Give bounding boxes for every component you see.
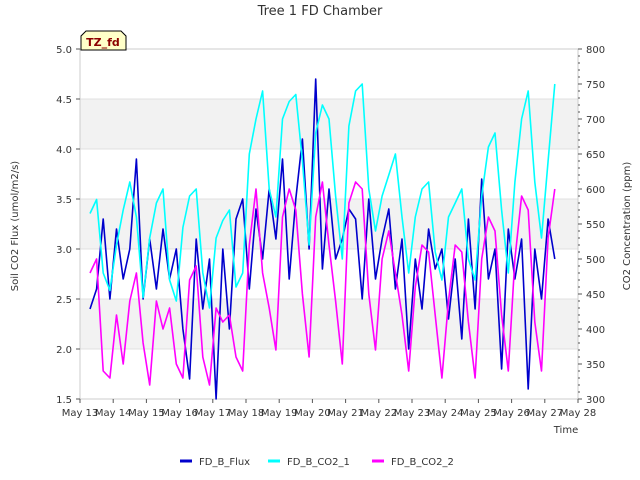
- y-left-tick-label: 2.0: [56, 345, 72, 356]
- y-left-tick-label: 3.5: [56, 195, 72, 206]
- y-left-tick-label: 5.0: [56, 45, 72, 56]
- chart-title: Tree 1 FD Chamber: [257, 4, 383, 19]
- y-axis-left-title: Soil CO2 Flux (umol/m2/s): [10, 161, 21, 291]
- tz-badge: TZ_fd: [80, 30, 127, 51]
- background-band: [80, 299, 578, 349]
- y-right-tick-label: 700: [586, 115, 605, 126]
- y-left-tick-label: 4.5: [56, 95, 72, 106]
- y-left-tick-label: 4.0: [56, 145, 72, 156]
- y-axis-right-title: CO2 Concentration (ppm): [622, 162, 633, 291]
- legend-label: FD_B_CO2_2: [391, 457, 454, 468]
- y-right-tick-label: 600: [586, 185, 605, 196]
- y-right-tick-label: 500: [586, 255, 605, 266]
- y-right-tick-label: 650: [586, 150, 605, 161]
- legend-item-fd-b-flux: FD_B_Flux: [180, 457, 250, 468]
- x-tick-label: May 16: [161, 408, 198, 419]
- y-left-tick-label: 1.5: [56, 395, 72, 406]
- y-right-tick-label: 750: [586, 80, 605, 91]
- series-line-fd-b-flux: [89, 78, 556, 400]
- x-tick-label: May 17: [195, 408, 232, 419]
- legend-item-fd-b-co2-2: FD_B_CO2_2: [372, 457, 454, 468]
- x-tick-label: May 21: [327, 408, 364, 419]
- x-tick-label: May 23: [394, 408, 431, 419]
- x-tick-label: May 24: [427, 408, 464, 419]
- x-tick-label: May 14: [95, 408, 132, 419]
- y-right-tick-label: 450: [586, 290, 605, 301]
- legend-label: FD_B_CO2_1: [287, 457, 350, 468]
- series-line-fd-b-co2-1: [89, 83, 556, 309]
- x-tick-label: May 28: [560, 408, 597, 419]
- x-tick-label: May 15: [128, 408, 165, 419]
- x-tick-label: May 13: [62, 408, 99, 419]
- y-right-tick-label: 400: [586, 325, 605, 336]
- y-axis-right: 300 350 400 450 500 550 600 650 700 750 800: [578, 45, 605, 406]
- x-tick-label: May 22: [361, 408, 398, 419]
- x-axis-title: Time: [553, 425, 578, 436]
- y-left-tick-label: 3.0: [56, 245, 72, 256]
- y-right-tick-label: 800: [586, 45, 605, 56]
- legend-item-fd-b-co2-1: FD_B_CO2_1: [268, 457, 350, 468]
- series-lines: [89, 78, 556, 400]
- series-line-fd-b-co2-2: [89, 181, 556, 386]
- x-tick-label: May 18: [228, 408, 265, 419]
- legend: FD_B_Flux FD_B_CO2_1 FD_B_CO2_2: [180, 457, 454, 468]
- y-left-tick-label: 2.5: [56, 295, 72, 306]
- x-tick-label: May 27: [527, 408, 564, 419]
- tz-badge-label: TZ_fd: [86, 36, 120, 49]
- x-tick-label: May 26: [493, 408, 530, 419]
- y-axis-left: 1.5 2.0 2.5 3.0 3.5 4.0 4.5 5.0: [56, 45, 80, 406]
- y-right-tick-label: 350: [586, 360, 605, 371]
- background-bands: [80, 99, 578, 349]
- x-tick-label: May 25: [460, 408, 497, 419]
- x-tick-label: May 20: [294, 408, 331, 419]
- y-right-tick-label: 550: [586, 220, 605, 231]
- y-right-tick-label: 300: [586, 395, 605, 406]
- tz-badge-box: [80, 30, 127, 51]
- legend-label: FD_B_Flux: [199, 457, 250, 468]
- x-tick-label: May 19: [261, 408, 298, 419]
